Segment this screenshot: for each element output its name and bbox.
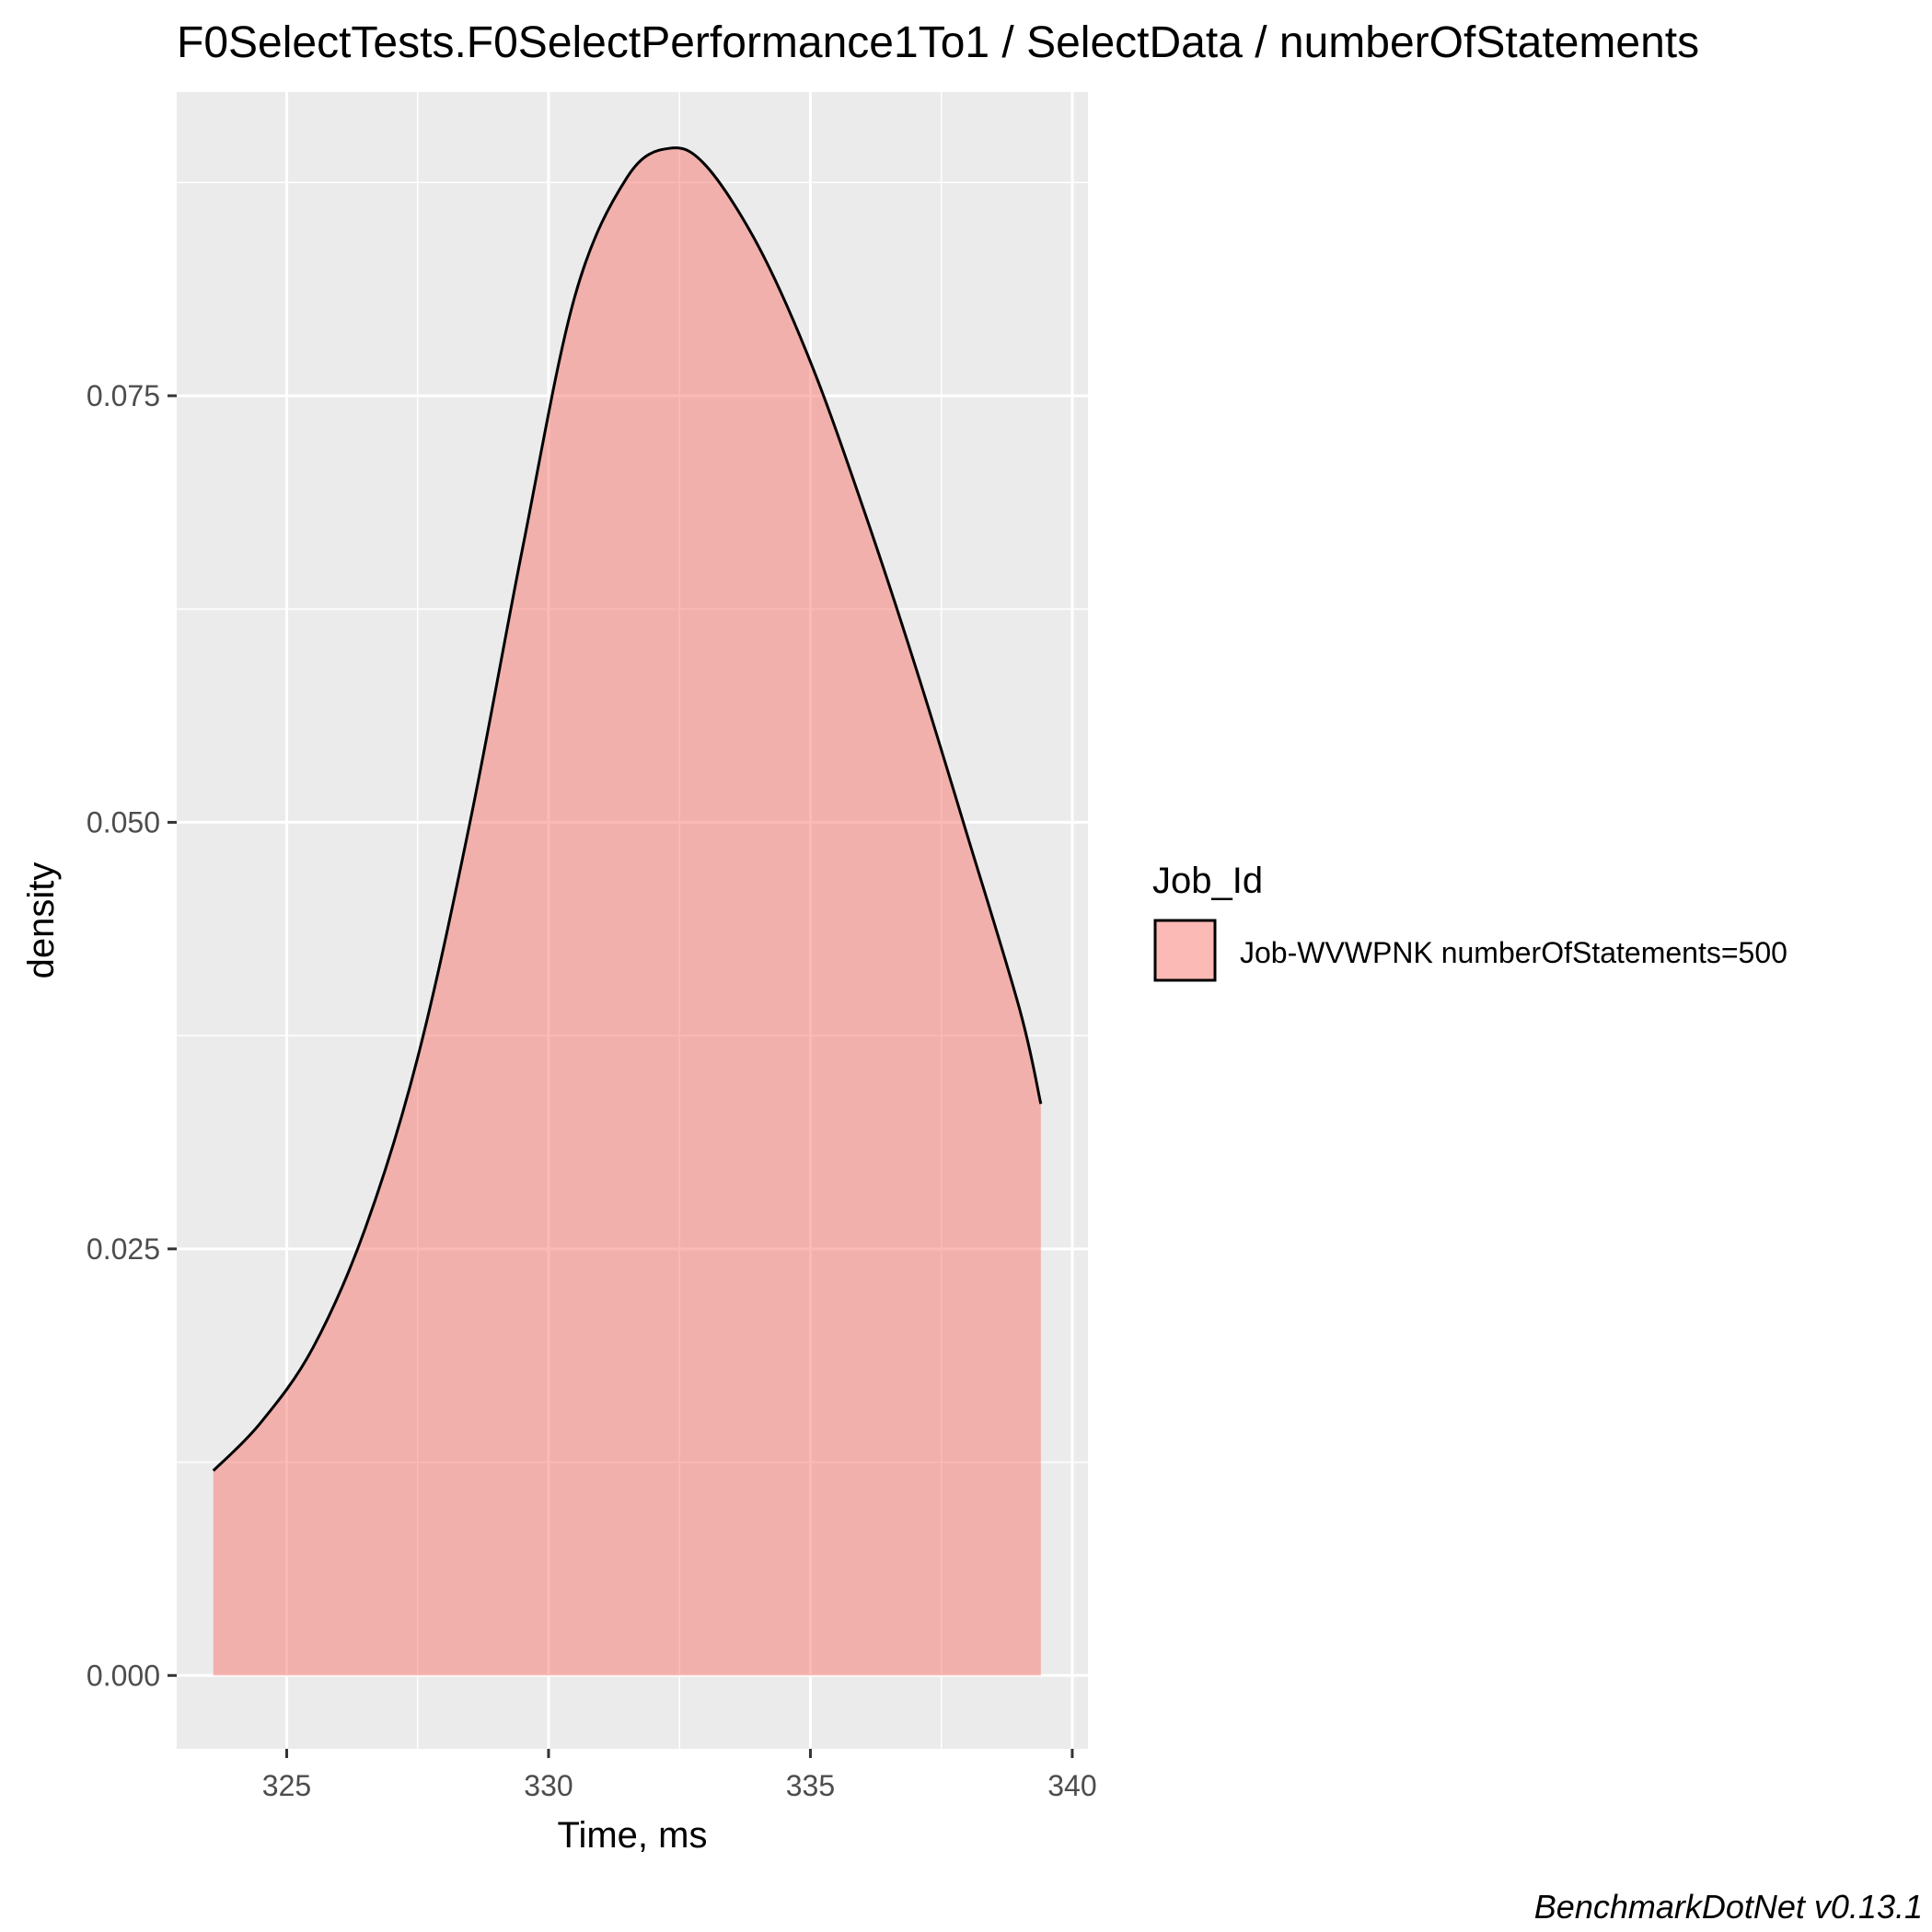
legend-key: [1153, 919, 1217, 982]
density-area: [213, 147, 1041, 1676]
y-tick-label: 0.075: [87, 379, 160, 412]
density-line: [212, 146, 1043, 1472]
x-tick-label: 325: [262, 1769, 311, 1802]
legend-title: Job_Id: [1152, 861, 1263, 901]
x-tick-label: 330: [524, 1769, 573, 1802]
y-axis-ticks: 0.000 0.025 0.050 0.075: [87, 379, 177, 1692]
x-axis-ticks: 325 330 335 340: [262, 1749, 1097, 1802]
legend-entry-label: Job-WVWPNK numberOfStatements=500: [1240, 936, 1787, 969]
caption: BenchmarkDotNet v0.13.1: [1534, 1888, 1923, 1926]
x-tick-label: 340: [1047, 1769, 1096, 1802]
y-tick-label: 0.000: [87, 1659, 160, 1692]
chart-title: F0SelectTests.F0SelectPerformance1To1 / …: [177, 18, 1699, 67]
x-axis-title: Time, ms: [558, 1815, 708, 1856]
y-tick-label: 0.050: [87, 805, 160, 839]
x-tick-label: 335: [786, 1769, 835, 1802]
y-axis-title: density: [21, 862, 62, 979]
y-tick-label: 0.025: [87, 1232, 160, 1266]
legend: Job_Id Job-WVWPNK numberOfStatements=500: [1152, 861, 1787, 982]
